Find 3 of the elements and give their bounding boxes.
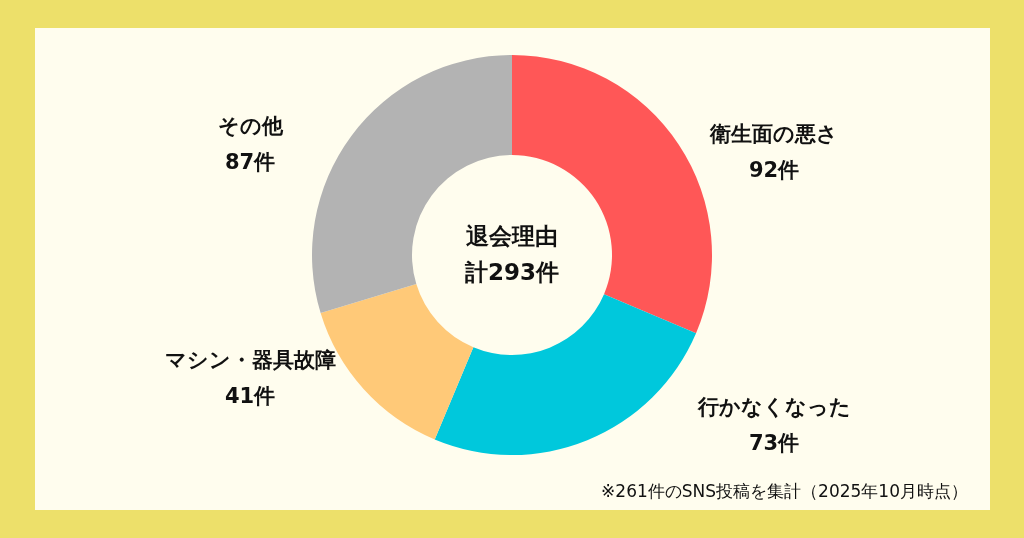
title: 退会理由 bbox=[466, 222, 558, 249]
annotation: ※261件のSNS投稿を集計（2025年10月時点） bbox=[601, 481, 968, 501]
subtitle: 計293件 bbox=[465, 258, 559, 285]
